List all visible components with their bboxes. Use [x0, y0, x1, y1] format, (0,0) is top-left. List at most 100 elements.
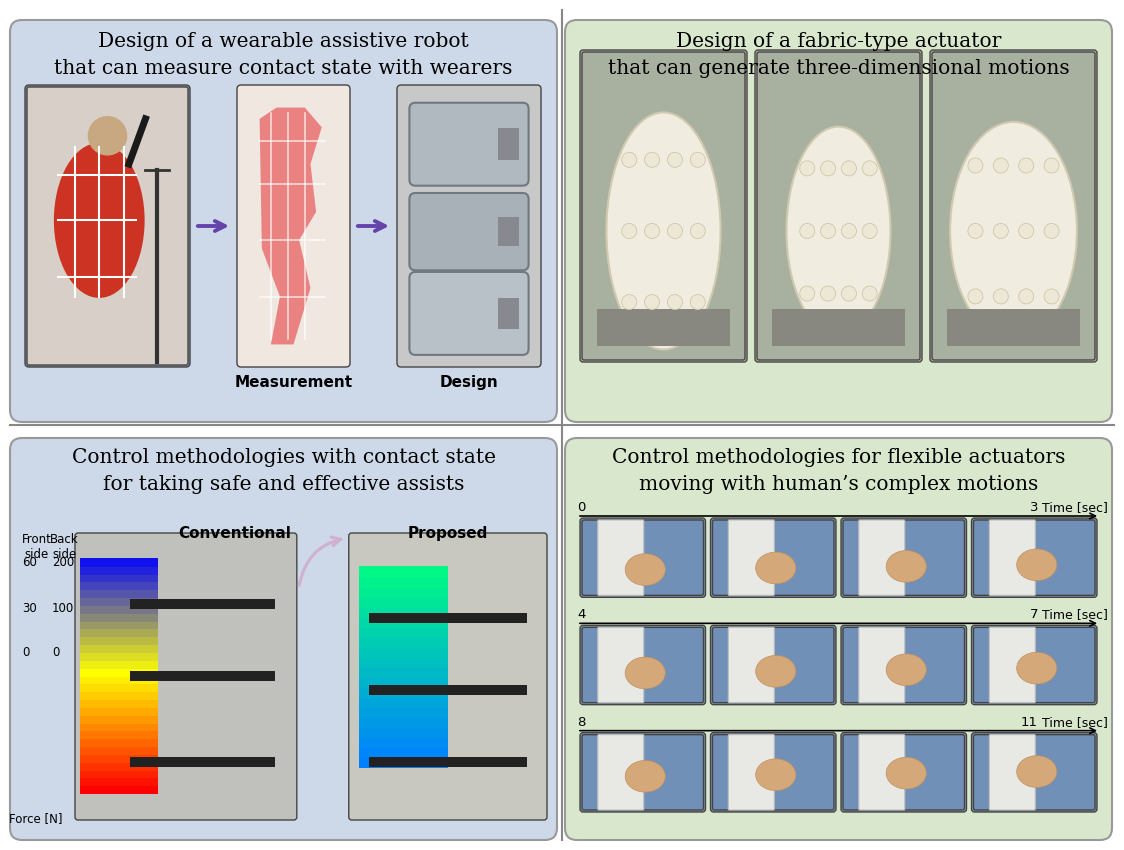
Ellipse shape — [755, 759, 796, 791]
Text: 200: 200 — [52, 557, 74, 570]
Circle shape — [994, 224, 1008, 239]
Ellipse shape — [1017, 549, 1057, 581]
Bar — [80, 715, 157, 723]
Bar — [359, 667, 447, 678]
Bar — [130, 756, 274, 767]
Circle shape — [862, 161, 877, 176]
Ellipse shape — [755, 552, 796, 584]
FancyBboxPatch shape — [582, 520, 704, 595]
Circle shape — [968, 158, 984, 173]
FancyBboxPatch shape — [859, 520, 905, 595]
FancyBboxPatch shape — [75, 533, 297, 820]
FancyBboxPatch shape — [582, 734, 704, 810]
FancyBboxPatch shape — [580, 50, 747, 362]
Bar — [80, 605, 157, 614]
FancyBboxPatch shape — [713, 627, 834, 703]
Circle shape — [821, 161, 835, 176]
Bar — [359, 707, 447, 718]
FancyBboxPatch shape — [580, 518, 706, 598]
Bar — [80, 730, 157, 740]
Ellipse shape — [606, 112, 720, 349]
Bar — [80, 754, 157, 762]
Bar — [359, 616, 447, 627]
Bar — [80, 676, 157, 684]
Text: Conventional: Conventional — [179, 526, 291, 541]
Bar — [80, 722, 157, 731]
Circle shape — [668, 295, 682, 309]
FancyBboxPatch shape — [989, 734, 1035, 810]
Circle shape — [690, 295, 705, 309]
FancyBboxPatch shape — [27, 87, 188, 365]
Bar — [80, 683, 157, 692]
Bar — [80, 644, 157, 653]
Bar — [772, 309, 905, 347]
FancyBboxPatch shape — [973, 520, 1095, 595]
Circle shape — [842, 286, 856, 301]
FancyBboxPatch shape — [843, 627, 964, 703]
Bar — [80, 746, 157, 755]
FancyBboxPatch shape — [989, 627, 1035, 703]
Circle shape — [1018, 224, 1034, 239]
Circle shape — [862, 286, 877, 301]
FancyBboxPatch shape — [409, 103, 528, 185]
Bar — [80, 660, 157, 669]
FancyBboxPatch shape — [565, 20, 1112, 422]
Bar — [80, 613, 157, 621]
Circle shape — [994, 158, 1008, 173]
FancyBboxPatch shape — [971, 733, 1097, 812]
Text: 0: 0 — [22, 647, 29, 660]
Circle shape — [800, 161, 815, 176]
Bar — [80, 558, 157, 567]
FancyBboxPatch shape — [10, 20, 558, 422]
Circle shape — [994, 289, 1008, 304]
Text: 30: 30 — [22, 602, 37, 615]
FancyBboxPatch shape — [582, 627, 704, 703]
FancyBboxPatch shape — [843, 520, 964, 595]
Bar — [359, 727, 447, 738]
Circle shape — [1044, 289, 1059, 304]
Text: 100: 100 — [52, 602, 74, 615]
Bar — [369, 756, 527, 767]
Circle shape — [842, 224, 856, 239]
Bar — [359, 637, 447, 648]
FancyBboxPatch shape — [598, 627, 644, 703]
Bar — [946, 309, 1080, 347]
FancyBboxPatch shape — [580, 626, 706, 705]
Text: 60: 60 — [22, 557, 37, 570]
Text: Design of a wearable assistive robot
that can measure contact state with wearers: Design of a wearable assistive robot tha… — [54, 32, 513, 77]
Text: Design: Design — [439, 375, 498, 390]
FancyBboxPatch shape — [841, 626, 967, 705]
FancyBboxPatch shape — [237, 85, 350, 367]
FancyBboxPatch shape — [973, 734, 1095, 810]
Bar — [80, 652, 157, 660]
FancyBboxPatch shape — [582, 52, 745, 360]
FancyBboxPatch shape — [565, 438, 1112, 840]
Ellipse shape — [755, 655, 796, 687]
FancyBboxPatch shape — [841, 733, 967, 812]
Text: Proposed: Proposed — [408, 526, 488, 541]
Bar — [80, 628, 157, 638]
Circle shape — [644, 295, 660, 309]
Circle shape — [862, 224, 877, 239]
Ellipse shape — [886, 757, 926, 789]
Circle shape — [968, 224, 984, 239]
FancyBboxPatch shape — [728, 520, 774, 595]
FancyBboxPatch shape — [859, 627, 905, 703]
Circle shape — [842, 161, 856, 176]
Bar — [359, 677, 447, 688]
Bar — [359, 697, 447, 708]
FancyBboxPatch shape — [728, 627, 774, 703]
FancyBboxPatch shape — [930, 50, 1097, 362]
FancyBboxPatch shape — [710, 733, 836, 812]
FancyBboxPatch shape — [409, 193, 528, 270]
Bar — [369, 613, 527, 623]
Text: 0: 0 — [577, 501, 586, 514]
Polygon shape — [260, 108, 321, 344]
Text: 11: 11 — [1021, 716, 1037, 728]
Text: 3: 3 — [1030, 501, 1037, 514]
Text: 0: 0 — [52, 647, 60, 660]
FancyBboxPatch shape — [710, 518, 836, 598]
Ellipse shape — [787, 127, 890, 335]
Bar — [80, 739, 157, 747]
FancyBboxPatch shape — [713, 734, 834, 810]
